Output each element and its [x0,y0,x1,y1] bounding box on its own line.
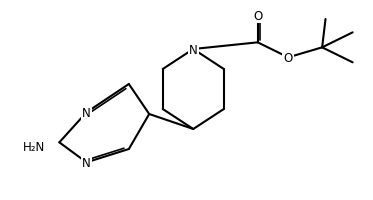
Text: N: N [82,106,91,119]
Text: O: O [253,10,262,23]
Text: N: N [82,156,91,169]
Text: N: N [189,43,198,56]
Text: O: O [283,52,293,65]
Text: H₂N: H₂N [23,140,46,153]
